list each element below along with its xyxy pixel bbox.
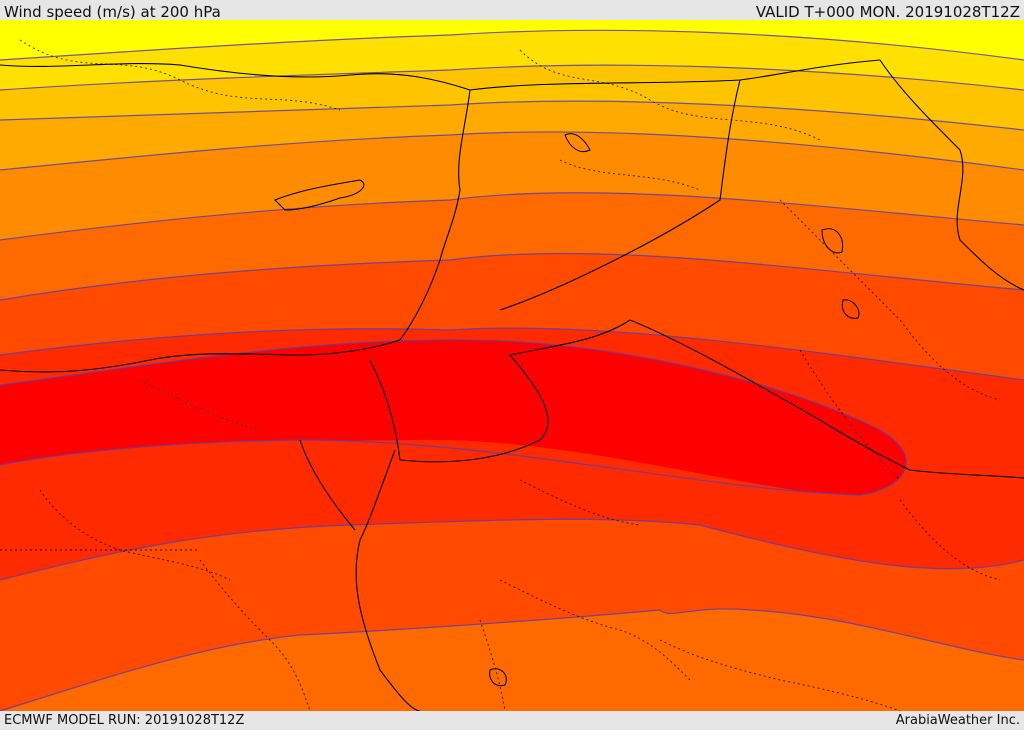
province-boundary <box>799 349 901 481</box>
border-jordan-saudi <box>399 319 631 463</box>
province-boundary <box>519 49 821 141</box>
valid-time: VALID T+000 MON. 20191028T12Z <box>755 3 1020 21</box>
border-iran <box>879 59 1024 291</box>
province-boundary <box>479 619 506 711</box>
wind-speed-map[interactable] <box>0 20 1024 711</box>
border-iraq-syria <box>469 59 881 91</box>
map-title: Wind speed (m/s) at 200 hPa <box>4 3 221 21</box>
credit: ArabiaWeather Inc. <box>895 713 1020 728</box>
contour-line <box>0 327 1024 381</box>
lake-van <box>564 133 591 153</box>
contour-line <box>0 518 1024 581</box>
band-orange-south <box>0 608 1024 711</box>
contour-line <box>0 64 1024 91</box>
contour-line <box>0 192 1024 241</box>
border-syria-iraq <box>499 79 741 311</box>
band-red-core <box>0 339 907 495</box>
border-egypt-israel <box>369 359 401 461</box>
band-orangered-south <box>0 519 1024 710</box>
province-boundary <box>659 639 901 711</box>
province-boundary <box>139 379 261 431</box>
contour-line <box>0 339 907 496</box>
province-boundary <box>199 559 311 711</box>
coastline-turkey <box>0 63 471 91</box>
island-cyprus <box>274 179 365 211</box>
province-boundary <box>19 39 341 111</box>
contour-line <box>0 252 1024 301</box>
contour-line <box>0 29 1024 61</box>
contour-line <box>0 100 1024 131</box>
band-red-south <box>0 440 1024 580</box>
border-saudi-iraq <box>629 319 1024 479</box>
coastline-north-africa <box>0 339 401 373</box>
model-run: ECMWF MODEL RUN: 20191028T12Z <box>4 713 245 728</box>
lake-tharthar <box>821 228 844 254</box>
province-boundary <box>899 499 1001 581</box>
lake-razazza <box>841 299 860 319</box>
province-boundary <box>499 579 691 681</box>
coastline-gulf-of-suez <box>299 439 356 531</box>
province-boundary <box>559 159 701 191</box>
coastline-red-sea <box>355 449 421 711</box>
island-farasan <box>489 668 507 687</box>
footer-bar: ECMWF MODEL RUN: 20191028T12Z ArabiaWeat… <box>0 711 1024 729</box>
header-bar: Wind speed (m/s) at 200 hPa VALID T+000 … <box>0 0 1024 21</box>
coastline-levant <box>399 89 471 341</box>
contour-line <box>0 131 1024 171</box>
contour-line <box>0 608 1024 711</box>
province-boundary <box>519 479 641 526</box>
